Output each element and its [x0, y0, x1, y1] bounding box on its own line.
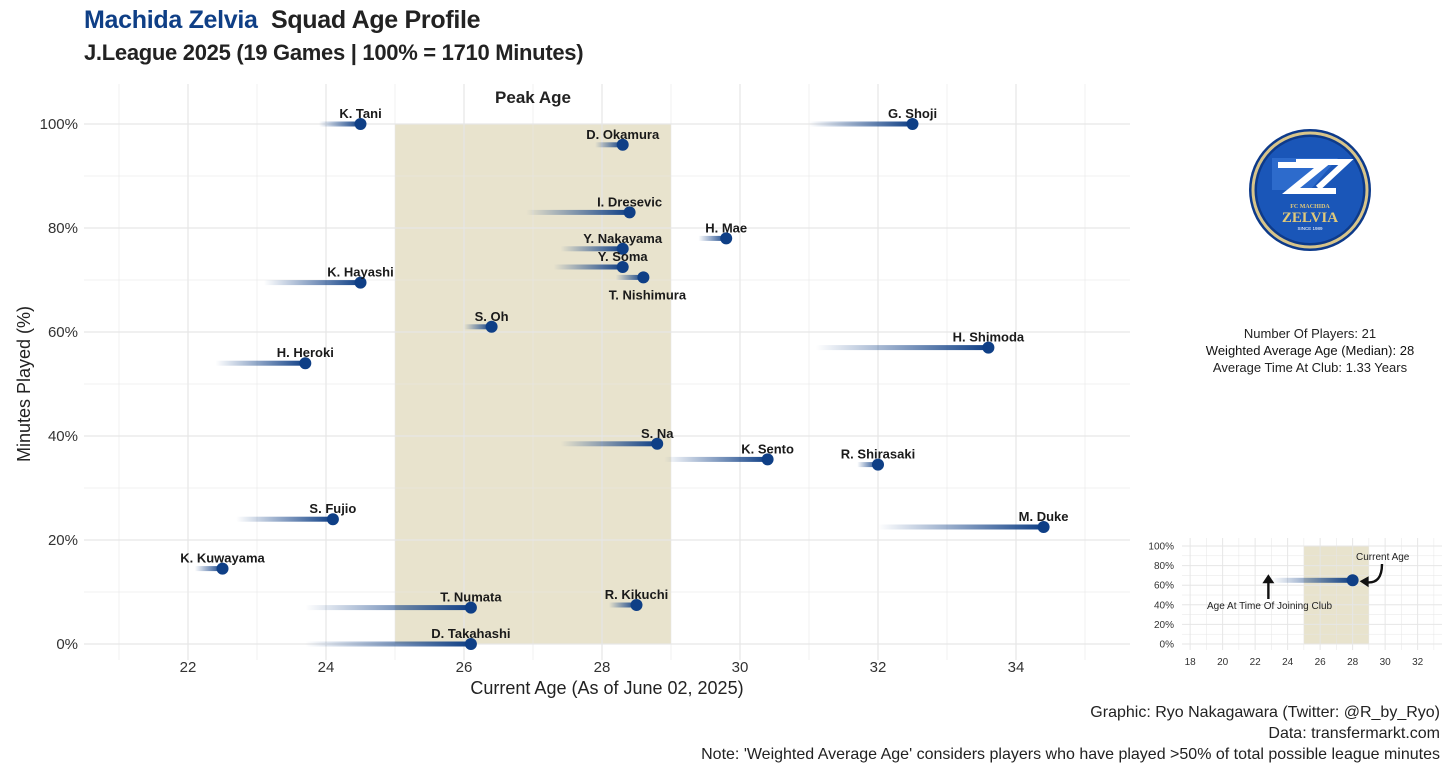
point-i-dresevic: [623, 206, 636, 219]
footer-note: Note: 'Weighted Average Age' considers p…: [701, 746, 1440, 763]
footer-credit: Graphic: Ryo Nakagawara (Twitter: @R_by_…: [1090, 704, 1440, 721]
title-club-name: Machida Zelvia: [84, 6, 258, 34]
tenure-line-s-na: [560, 441, 658, 447]
y-axis-title: Minutes Played (%): [14, 306, 34, 462]
label-s-fujio: S. Fujio: [309, 501, 356, 516]
label-h-heroki: H. Heroki: [277, 345, 334, 360]
label-r-shirasaki: R. Shirasaki: [841, 447, 915, 462]
point-k-sento: [761, 453, 774, 466]
point-k-kuwayama: [216, 562, 229, 575]
label-r-kikuchi: R. Kikuchi: [605, 587, 669, 602]
footer-source: Data: transfermarkt.com: [1268, 725, 1440, 742]
point-h-heroki: [299, 357, 312, 370]
label-s-oh: S. Oh: [475, 309, 509, 324]
point-r-kikuchi: [630, 599, 643, 611]
label-k-tani: K. Tani: [339, 106, 381, 121]
stat-weighted-average-age: Weighted Average Age (Median): 28: [1205, 343, 1415, 358]
x-tick-label: 32: [870, 659, 887, 676]
tenure-line-k-sento: [664, 456, 768, 462]
tenure-line-k-tani: [319, 121, 361, 127]
tenure-line-g-shoji: [809, 121, 913, 127]
label-t-numata: T. Numata: [440, 590, 502, 605]
point-h-mae: [720, 232, 733, 245]
point-y-soma: [616, 261, 629, 273]
label-s-na: S. Na: [641, 426, 674, 441]
label-h-shimoda: H. Shimoda: [953, 330, 1025, 345]
label-i-dresevic: I. Dresevic: [597, 194, 662, 209]
label-d-takahashi: D. Takahashi: [431, 626, 510, 641]
label-k-kuwayama: K. Kuwayama: [180, 551, 265, 566]
tenure-line-h-heroki: [215, 360, 306, 366]
logo-bottom-text: SINCE 1989: [1297, 226, 1323, 231]
tenure-line-d-okamura: [595, 142, 623, 148]
label-d-okamura: D. Okamura: [586, 127, 660, 142]
label-k-sento: K. Sento: [741, 441, 794, 456]
label-k-hayashi: K. Hayashi: [327, 265, 393, 280]
y-tick-label: 100%: [40, 116, 78, 133]
point-s-oh: [485, 320, 498, 333]
point-s-na: [651, 437, 664, 450]
tenure-line-s-fujio: [236, 516, 333, 522]
stat-average-time-at-club: Average Time At Club: 1.33 Years: [1212, 360, 1408, 375]
tenure-line-i-dresevic: [526, 209, 630, 215]
x-tick-label: 24: [318, 659, 335, 676]
tenure-line-k-hayashi: [263, 280, 361, 286]
tenure-line-h-mae: [698, 235, 727, 241]
tenure-line-s-oh: [464, 324, 492, 330]
y-tick-label: 80%: [48, 220, 78, 237]
x-tick-label: 30: [732, 659, 749, 676]
squad-stats: Number Of Players: 21 Weighted Average A…: [1180, 325, 1440, 376]
point-d-takahashi: [464, 638, 477, 650]
stat-number-of-players: Number Of Players: 21: [1243, 326, 1377, 341]
logo-main-text: ZELVIA: [1282, 210, 1338, 226]
x-axis-title: Current Age (As of June 02, 2025): [470, 678, 743, 698]
x-tick-label: 28: [594, 659, 611, 676]
x-tick-label: 22: [180, 659, 197, 676]
label-t-nishimura: T. Nishimura: [609, 287, 687, 302]
point-k-hayashi: [354, 276, 367, 289]
tenure-line-y-soma: [553, 264, 623, 270]
point-s-fujio: [326, 513, 339, 526]
label-y-soma: Y. Soma: [598, 249, 649, 264]
y-tick-label: 60%: [48, 324, 78, 341]
logo-top-text: FC MACHIDA: [1290, 204, 1330, 210]
footer-credits: Graphic: Ryo Nakagawara (Twitter: @R_by_…: [701, 702, 1440, 765]
point-t-numata: [464, 601, 477, 614]
peak-age-label: Peak Age: [495, 88, 571, 107]
club-crest-logo: FC MACHIDA ZELVIA SINCE 1989: [1249, 129, 1371, 251]
chart-subtitle: J.League 2025 (19 Games | 100% = 1710 Mi…: [84, 40, 584, 65]
tenure-line-r-kikuchi: [608, 602, 637, 608]
y-tick-label: 40%: [48, 428, 78, 445]
tenure-line-y-nakayama: [560, 246, 623, 252]
chart-title: Machida Zelvia Squad Age Profile: [84, 6, 481, 35]
y-tick-label: 0%: [56, 636, 78, 653]
point-m-duke: [1037, 521, 1050, 533]
tenure-line-r-shirasaki: [857, 462, 878, 468]
label-h-mae: H. Mae: [705, 220, 747, 235]
tenure-line-d-takahashi: [305, 641, 471, 647]
label-g-shoji: G. Shoji: [888, 106, 937, 121]
point-y-nakayama: [616, 242, 629, 255]
tenure-line-m-duke: [878, 524, 1044, 530]
point-r-shirasaki: [872, 458, 884, 471]
point-g-shoji: [906, 118, 919, 130]
point-k-tani: [354, 118, 367, 130]
y-tick-label: 20%: [48, 532, 78, 549]
tenure-line-k-kuwayama: [194, 566, 223, 572]
label-m-duke: M. Duke: [1019, 509, 1069, 524]
tenure-line-t-numata: [305, 605, 471, 611]
tenure-line-t-nishimura: [615, 274, 644, 280]
tenure-line-h-shimoda: [815, 345, 989, 351]
point-d-okamura: [616, 138, 629, 151]
label-y-nakayama: Y. Nakayama: [583, 231, 663, 246]
point-h-shimoda: [982, 341, 995, 354]
title-text: Squad Age Profile: [270, 6, 481, 34]
point-t-nishimura: [637, 271, 650, 284]
x-tick-label: 34: [1008, 659, 1025, 676]
x-tick-label: 26: [456, 659, 473, 676]
